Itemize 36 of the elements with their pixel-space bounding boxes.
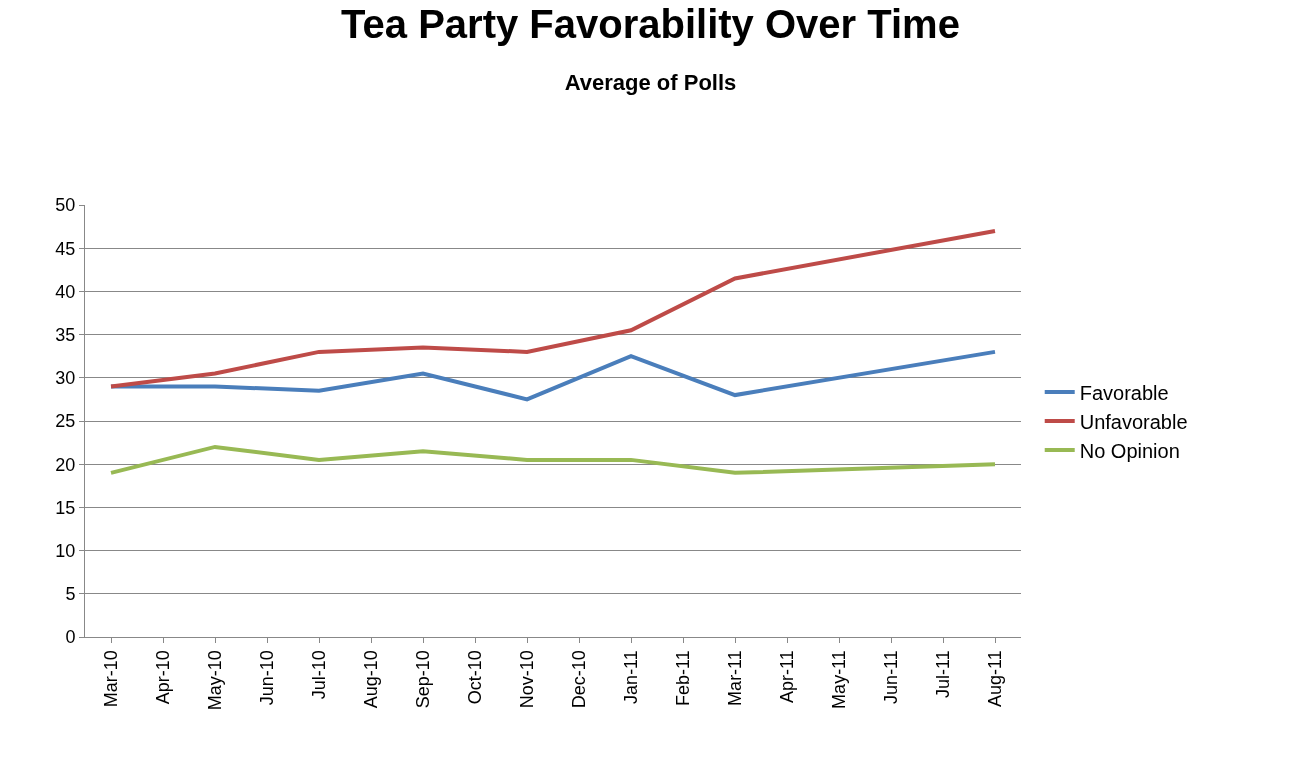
x-tick-label: Jan-11 [620,650,641,704]
x-tick-label: Jul-10 [308,650,329,700]
y-tick-label: 20 [55,454,76,475]
chart-title: Tea Party Favorability Over Time [341,1,960,46]
chart-subtitle: Average of Polls [564,69,737,95]
y-tick-label: 45 [55,238,76,259]
x-tick-label: Jun-11 [880,650,901,704]
x-tick-label: Dec-10 [568,650,589,709]
legend-label: Unfavorable [1079,410,1188,433]
x-tick-label: Apr-11 [776,650,797,703]
line-series [109,228,997,389]
x-tick-label: Jul-11 [932,650,953,698]
y-tick-label: 5 [65,584,76,605]
x-tick-label: Nov-10 [516,650,537,709]
x-tick-label: May-11 [828,650,849,709]
y-tick-label: 30 [55,368,76,389]
y-tick-label: 15 [55,497,76,518]
x-tick-label: Aug-11 [984,650,1005,707]
y-tick-label: 0 [65,627,76,648]
x-tick-label: Apr-10 [152,650,173,705]
x-tick-label: Mar-10 [100,650,121,708]
x-tick-label: Jun-10 [256,650,277,706]
legend-label: No Opinion [1079,439,1180,462]
x-tick-label: Oct-10 [464,650,485,705]
y-tick-label: 35 [55,324,76,345]
x-tick-label: Sep-10 [412,650,433,709]
x-tick-label: May-10 [204,650,225,711]
legend-label: Favorable [1079,381,1169,404]
line-series [109,444,997,475]
y-tick-label: 40 [55,281,76,302]
x-tick-label: Aug-10 [360,650,381,709]
x-tick-label: Mar-11 [724,650,745,706]
x-tick-label: Feb-11 [672,650,693,706]
y-tick-label: 10 [55,540,76,561]
y-tick-label: 50 [55,195,76,216]
y-tick-label: 25 [55,411,76,432]
